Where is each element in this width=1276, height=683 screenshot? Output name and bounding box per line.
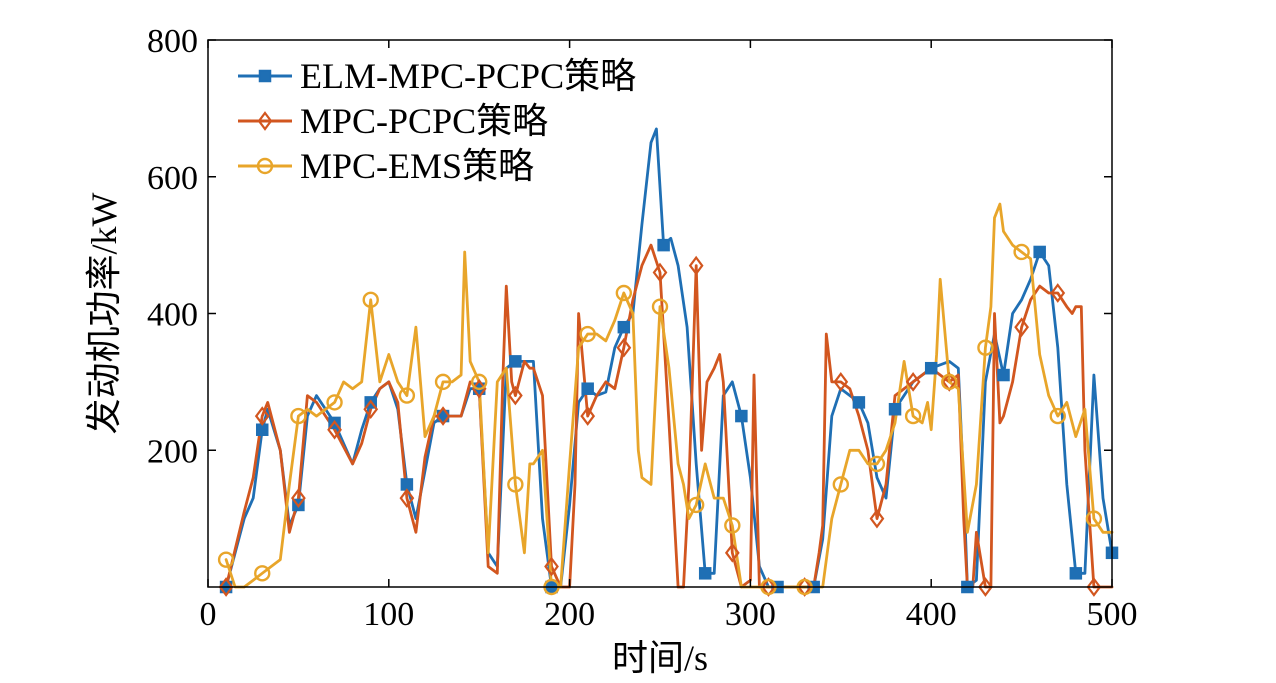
data-point-marker xyxy=(290,407,307,425)
data-point-marker xyxy=(218,577,234,597)
legend-swatch-marker xyxy=(258,69,272,83)
data-point-marker xyxy=(581,382,594,395)
data-point-marker xyxy=(1069,567,1083,580)
data-point-marker xyxy=(657,238,670,252)
data-point-marker xyxy=(1033,245,1046,259)
data-point-marker xyxy=(852,396,866,409)
y-axis-title: 发动机功率/kW xyxy=(84,192,124,434)
x-tick-label: 300 xyxy=(725,596,776,633)
series-line-3 xyxy=(224,202,1114,589)
data-point-marker xyxy=(471,373,488,391)
data-point-marker xyxy=(1049,407,1066,425)
data-point-marker xyxy=(254,565,271,582)
y-tick-label: 200 xyxy=(147,433,198,470)
data-point-marker xyxy=(1050,283,1066,303)
data-point-marker xyxy=(254,406,270,426)
data-point-marker xyxy=(735,409,748,423)
data-point-marker xyxy=(398,387,416,404)
data-point-marker xyxy=(291,488,306,508)
data-point-marker xyxy=(327,419,342,440)
data-point-marker xyxy=(1014,317,1029,338)
data-point-marker xyxy=(1013,243,1030,261)
x-tick-label: 500 xyxy=(1087,596,1138,633)
data-point-marker xyxy=(688,255,704,276)
data-point-marker xyxy=(977,339,994,356)
series-line-1 xyxy=(224,127,1114,589)
data-point-marker xyxy=(687,496,705,514)
data-point-marker xyxy=(434,373,452,391)
legend: ELM-MPC-PCPC策略 MPC-PCPC策略 MPC-EMS策略 xyxy=(238,56,636,186)
data-point-marker xyxy=(698,567,712,580)
data-point-marker xyxy=(833,372,849,392)
legend-swatch-marker xyxy=(257,111,273,131)
data-point-marker xyxy=(507,385,523,406)
data-point-marker xyxy=(399,488,415,508)
data-point-marker xyxy=(507,476,524,493)
legend-swatch-marker xyxy=(256,157,274,175)
x-axis-title: 时间/s xyxy=(612,638,708,678)
legend-label: MPC-PCPC策略 xyxy=(300,101,548,141)
data-point-marker xyxy=(941,373,958,391)
data-point-marker xyxy=(217,551,235,568)
data-point-marker xyxy=(544,556,559,577)
data-point-marker xyxy=(888,402,902,416)
data-point-marker xyxy=(869,508,885,529)
data-point-marker xyxy=(580,406,596,426)
data-point-marker xyxy=(579,325,596,343)
series-markers-3 xyxy=(217,243,1103,596)
data-point-marker xyxy=(905,372,921,392)
data-point-marker xyxy=(509,355,522,368)
legend-item-1: ELM-MPC-PCPC策略 xyxy=(238,56,636,96)
data-point-marker xyxy=(832,476,849,493)
x-tick-label: 400 xyxy=(906,596,957,633)
data-point-marker xyxy=(1085,510,1103,527)
series-layer xyxy=(224,127,1114,589)
data-point-marker xyxy=(978,577,993,597)
data-point-marker xyxy=(651,298,669,315)
data-point-marker xyxy=(326,394,343,411)
x-tick-label: 100 xyxy=(363,596,414,633)
data-point-marker xyxy=(615,284,633,302)
data-point-marker xyxy=(724,542,740,563)
y-tick-label: 600 xyxy=(147,160,198,197)
y-tick-label: 400 xyxy=(147,297,198,334)
ticks-layer: 0 100 200 300 400 500 200 400 600 800 xyxy=(147,23,1138,633)
data-point-marker xyxy=(997,368,1010,382)
legend-item-3: MPC-EMS策略 xyxy=(238,146,534,186)
data-point-marker xyxy=(868,455,886,473)
data-point-marker xyxy=(616,337,632,358)
data-point-marker xyxy=(904,407,922,425)
x-tick-label: 200 xyxy=(544,596,595,633)
data-point-marker xyxy=(362,291,379,309)
data-point-marker xyxy=(471,378,487,399)
y-tick-label: 800 xyxy=(147,23,198,60)
data-point-marker xyxy=(724,517,741,534)
data-point-marker xyxy=(924,361,938,375)
data-point-marker xyxy=(435,406,451,426)
x-tick-label: 0 xyxy=(200,596,217,633)
data-point-marker xyxy=(1086,577,1102,597)
legend-label: ELM-MPC-PCPC策略 xyxy=(300,56,636,96)
legend-label: MPC-EMS策略 xyxy=(300,146,534,186)
data-point-marker xyxy=(652,262,668,283)
data-point-marker xyxy=(617,320,631,334)
series-line-2 xyxy=(224,243,1114,589)
data-point-marker xyxy=(363,399,379,420)
legend-item-2: MPC-PCPC策略 xyxy=(238,101,548,141)
